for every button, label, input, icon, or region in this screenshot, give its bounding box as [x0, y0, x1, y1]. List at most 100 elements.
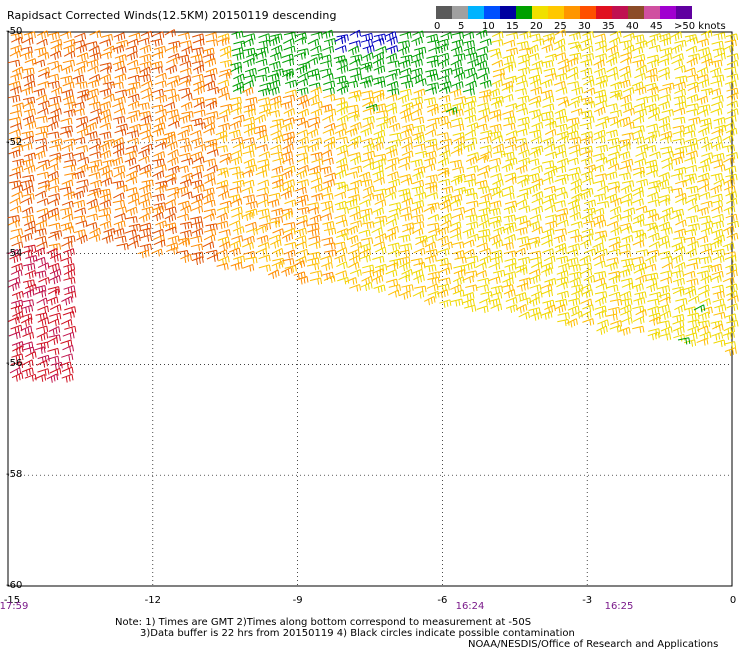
- wind-barb: [271, 260, 284, 270]
- wind-barb: [580, 171, 593, 180]
- wind-barb: [673, 107, 686, 116]
- wind-barb: [593, 59, 605, 69]
- wind-barb: [230, 149, 243, 158]
- wind-barb: [11, 263, 24, 272]
- wind-barb: [22, 214, 35, 223]
- wind-barb: [436, 257, 449, 266]
- wind-barb: [76, 163, 89, 174]
- wind-barb: [233, 255, 246, 264]
- wind-barb: [488, 164, 501, 173]
- wind-barb: [232, 52, 245, 61]
- wind-barb: [346, 141, 359, 150]
- wind-barb: [503, 205, 516, 215]
- wind-barb: [33, 88, 46, 97]
- wind-barb: [554, 165, 567, 174]
- wind-barb: [531, 226, 544, 235]
- wind-barb: [490, 285, 504, 294]
- wind-barb: [582, 31, 595, 40]
- wind-barb: [219, 156, 231, 165]
- wind-barb: [37, 184, 50, 192]
- wind-barb: [46, 163, 59, 172]
- wind-barb: [608, 275, 621, 285]
- wind-barb: [438, 267, 451, 276]
- wind-barb: [324, 172, 337, 181]
- wind-barb: [556, 135, 569, 144]
- wind-barb: [114, 66, 127, 74]
- wind-barb: [350, 241, 362, 250]
- wind-barb: [323, 275, 336, 284]
- wind-barb: [295, 220, 308, 228]
- wind-barb: [25, 283, 37, 293]
- wind-barb: [190, 151, 203, 161]
- wind-barb: [570, 234, 583, 243]
- wind-barb: [672, 277, 685, 287]
- wind-barb: [686, 185, 699, 194]
- wind-barb: [463, 248, 475, 257]
- wind-barb: [580, 110, 593, 119]
- wind-barb: [310, 108, 323, 118]
- wind-barb: [268, 36, 281, 46]
- wind-barb: [282, 58, 295, 66]
- wind-barb: [634, 262, 647, 272]
- wind-barb: [296, 48, 310, 56]
- wind-barb: [399, 290, 412, 300]
- wind-barb: [89, 30, 102, 38]
- wind-barb: [400, 136, 413, 144]
- wind-barb: [620, 184, 633, 195]
- wind-barb: [528, 183, 541, 193]
- wind-barb: [47, 318, 60, 327]
- wind-barb: [658, 296, 671, 305]
- wind-barb: [492, 269, 506, 278]
- wind-barb: [531, 165, 543, 173]
- wind-barb: [284, 199, 297, 207]
- longitude-label: -12: [144, 595, 161, 606]
- wind-barb: [502, 151, 515, 160]
- wind-barb: [127, 192, 140, 202]
- wind-barb: [267, 73, 280, 82]
- wind-barb: [544, 120, 557, 130]
- wind-barb: [401, 268, 413, 279]
- wind-barb: [571, 192, 583, 203]
- wind-barb: [61, 353, 74, 361]
- wind-barb: [294, 227, 307, 237]
- wind-barb: [168, 40, 181, 49]
- time-label-middle: 16:24: [455, 601, 485, 612]
- wind-barb: [21, 367, 34, 377]
- wind-barb: [350, 121, 362, 132]
- wind-barb: [488, 219, 501, 229]
- wind-barb: [399, 192, 412, 201]
- wind-barb: [541, 262, 554, 272]
- wind-barb: [284, 241, 297, 250]
- wind-barb: [477, 277, 490, 286]
- wind-barb: [23, 220, 36, 230]
- wind-barb: [658, 221, 671, 231]
- wind-barb: [401, 197, 414, 207]
- wind-barb: [99, 66, 112, 75]
- wind-barb: [683, 176, 695, 185]
- wind-barb: [644, 144, 657, 153]
- wind-barb: [516, 142, 528, 152]
- wind-barb: [63, 109, 76, 118]
- wind-barb: [8, 136, 22, 145]
- wind-barb: [127, 137, 140, 146]
- wind-barb: [581, 53, 595, 62]
- wind-barb: [346, 235, 359, 244]
- wind-barb: [554, 150, 567, 159]
- wind-barb: [529, 250, 542, 258]
- wind-barb: [608, 248, 621, 257]
- wind-barb: [514, 292, 527, 301]
- wind-barb: [580, 96, 593, 105]
- wind-barb: [8, 149, 21, 159]
- wind-barb: [388, 178, 401, 188]
- wind-barb: [270, 216, 284, 225]
- wind-barb: [258, 215, 271, 223]
- wind-barb: [323, 227, 337, 236]
- wind-barb: [413, 124, 426, 133]
- wind-barb: [8, 94, 21, 103]
- legend-swatch: [612, 6, 628, 19]
- wind-barb: [99, 62, 113, 70]
- wind-barb: [647, 249, 660, 257]
- wind-barb: [725, 283, 738, 293]
- wind-barb: [152, 228, 165, 237]
- wind-barb: [658, 33, 671, 42]
